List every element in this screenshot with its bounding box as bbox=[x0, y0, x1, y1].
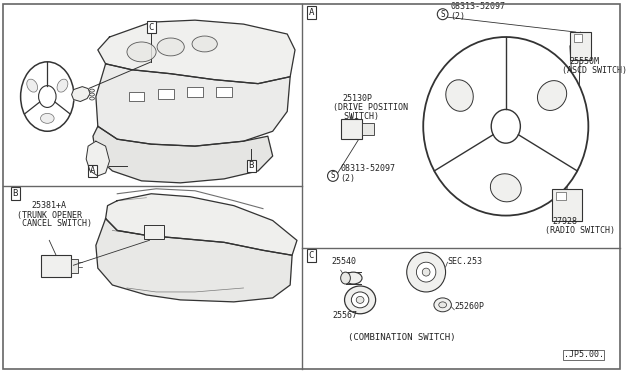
Text: 25550M: 25550M bbox=[570, 57, 600, 66]
Text: 08313-52097: 08313-52097 bbox=[451, 2, 506, 11]
Ellipse shape bbox=[351, 292, 369, 308]
Ellipse shape bbox=[538, 81, 566, 110]
Text: 25567: 25567 bbox=[333, 311, 358, 320]
Ellipse shape bbox=[434, 298, 451, 312]
Text: C: C bbox=[148, 23, 154, 32]
Text: SEC.253: SEC.253 bbox=[447, 257, 483, 266]
Ellipse shape bbox=[192, 36, 218, 52]
Text: (RADIO SWITCH): (RADIO SWITCH) bbox=[545, 227, 614, 235]
Text: 27928: 27928 bbox=[552, 218, 577, 227]
Polygon shape bbox=[93, 126, 273, 183]
Polygon shape bbox=[106, 194, 297, 255]
Polygon shape bbox=[86, 141, 109, 176]
Bar bbox=[340, 119, 362, 139]
Ellipse shape bbox=[90, 89, 95, 92]
Text: 25130P: 25130P bbox=[342, 94, 372, 103]
Text: B: B bbox=[248, 161, 254, 170]
Text: (2): (2) bbox=[340, 174, 356, 183]
Bar bbox=[346, 272, 361, 284]
Bar bbox=[129, 92, 145, 102]
Text: (COMBINATION SWITCH): (COMBINATION SWITCH) bbox=[348, 333, 456, 341]
Text: (2): (2) bbox=[451, 12, 465, 21]
Ellipse shape bbox=[40, 113, 54, 124]
Text: (TRUNK OPENER: (TRUNK OPENER bbox=[17, 211, 82, 219]
Polygon shape bbox=[96, 64, 290, 146]
Text: A: A bbox=[309, 8, 314, 17]
Bar bbox=[556, 192, 566, 200]
Circle shape bbox=[417, 262, 436, 282]
Text: SWITCH): SWITCH) bbox=[339, 112, 379, 121]
Bar bbox=[187, 87, 203, 97]
Text: 08313-52097: 08313-52097 bbox=[340, 164, 396, 173]
Bar bbox=[158, 89, 173, 99]
Ellipse shape bbox=[340, 272, 350, 284]
Text: A: A bbox=[90, 166, 95, 176]
Bar bbox=[42, 255, 70, 277]
Ellipse shape bbox=[157, 38, 184, 56]
Text: (DRIVE POSITION: (DRIVE POSITION bbox=[333, 103, 408, 112]
Bar bbox=[70, 259, 79, 273]
Text: (ASCD SWITCH): (ASCD SWITCH) bbox=[562, 66, 627, 75]
Ellipse shape bbox=[344, 272, 362, 284]
Ellipse shape bbox=[356, 296, 364, 303]
Text: .JP5.00.: .JP5.00. bbox=[563, 350, 604, 359]
Ellipse shape bbox=[90, 93, 95, 96]
Ellipse shape bbox=[38, 86, 56, 108]
Ellipse shape bbox=[490, 174, 521, 202]
Text: S: S bbox=[331, 171, 335, 180]
Text: CANCEL SWITCH): CANCEL SWITCH) bbox=[17, 219, 92, 228]
Text: 25540: 25540 bbox=[331, 257, 356, 266]
Ellipse shape bbox=[423, 37, 588, 215]
Ellipse shape bbox=[127, 42, 156, 62]
Ellipse shape bbox=[446, 80, 473, 111]
Circle shape bbox=[328, 170, 338, 181]
Bar bbox=[574, 34, 582, 42]
Text: C: C bbox=[309, 251, 314, 260]
Bar bbox=[216, 87, 232, 97]
Ellipse shape bbox=[57, 79, 68, 92]
Text: S: S bbox=[440, 10, 445, 19]
Ellipse shape bbox=[90, 97, 95, 100]
Text: 25381+A: 25381+A bbox=[32, 201, 67, 210]
Bar bbox=[552, 189, 582, 221]
Text: 25260P: 25260P bbox=[454, 302, 484, 311]
Bar bbox=[570, 32, 591, 60]
Polygon shape bbox=[72, 87, 90, 102]
Text: B: B bbox=[13, 189, 18, 198]
Ellipse shape bbox=[27, 79, 38, 92]
Circle shape bbox=[437, 9, 448, 20]
Ellipse shape bbox=[439, 302, 447, 308]
Circle shape bbox=[406, 252, 445, 292]
Ellipse shape bbox=[492, 109, 520, 143]
Polygon shape bbox=[98, 20, 295, 84]
Bar bbox=[145, 225, 164, 239]
Ellipse shape bbox=[20, 62, 74, 131]
Polygon shape bbox=[96, 218, 292, 302]
Bar bbox=[362, 124, 374, 135]
Circle shape bbox=[422, 268, 430, 276]
Ellipse shape bbox=[344, 286, 376, 314]
